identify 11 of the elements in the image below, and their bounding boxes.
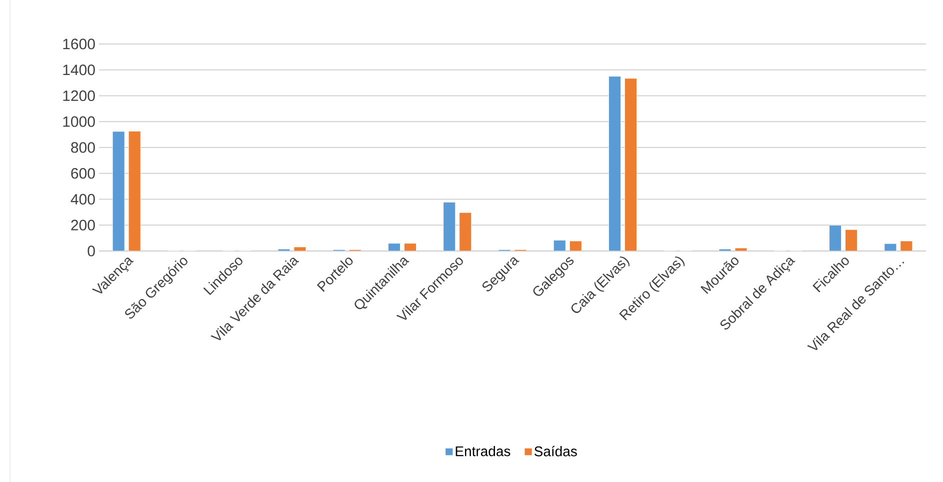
y-tick-label: 400 (70, 194, 95, 205)
y-tick-label: 800 (71, 142, 95, 153)
y-tick-label: 0 (88, 246, 95, 256)
y-tick-label: 1200 (63, 90, 95, 102)
y-tick-label: 1600 (63, 38, 95, 50)
y-tick-label: 1400 (63, 64, 95, 76)
y-tick-label: 200 (71, 220, 95, 230)
legend-label: Saídas (534, 446, 577, 456)
y-tick-label: 600 (71, 168, 95, 179)
y-tick-label: 1000 (63, 116, 95, 127)
legend-label: Entradas (456, 446, 510, 456)
